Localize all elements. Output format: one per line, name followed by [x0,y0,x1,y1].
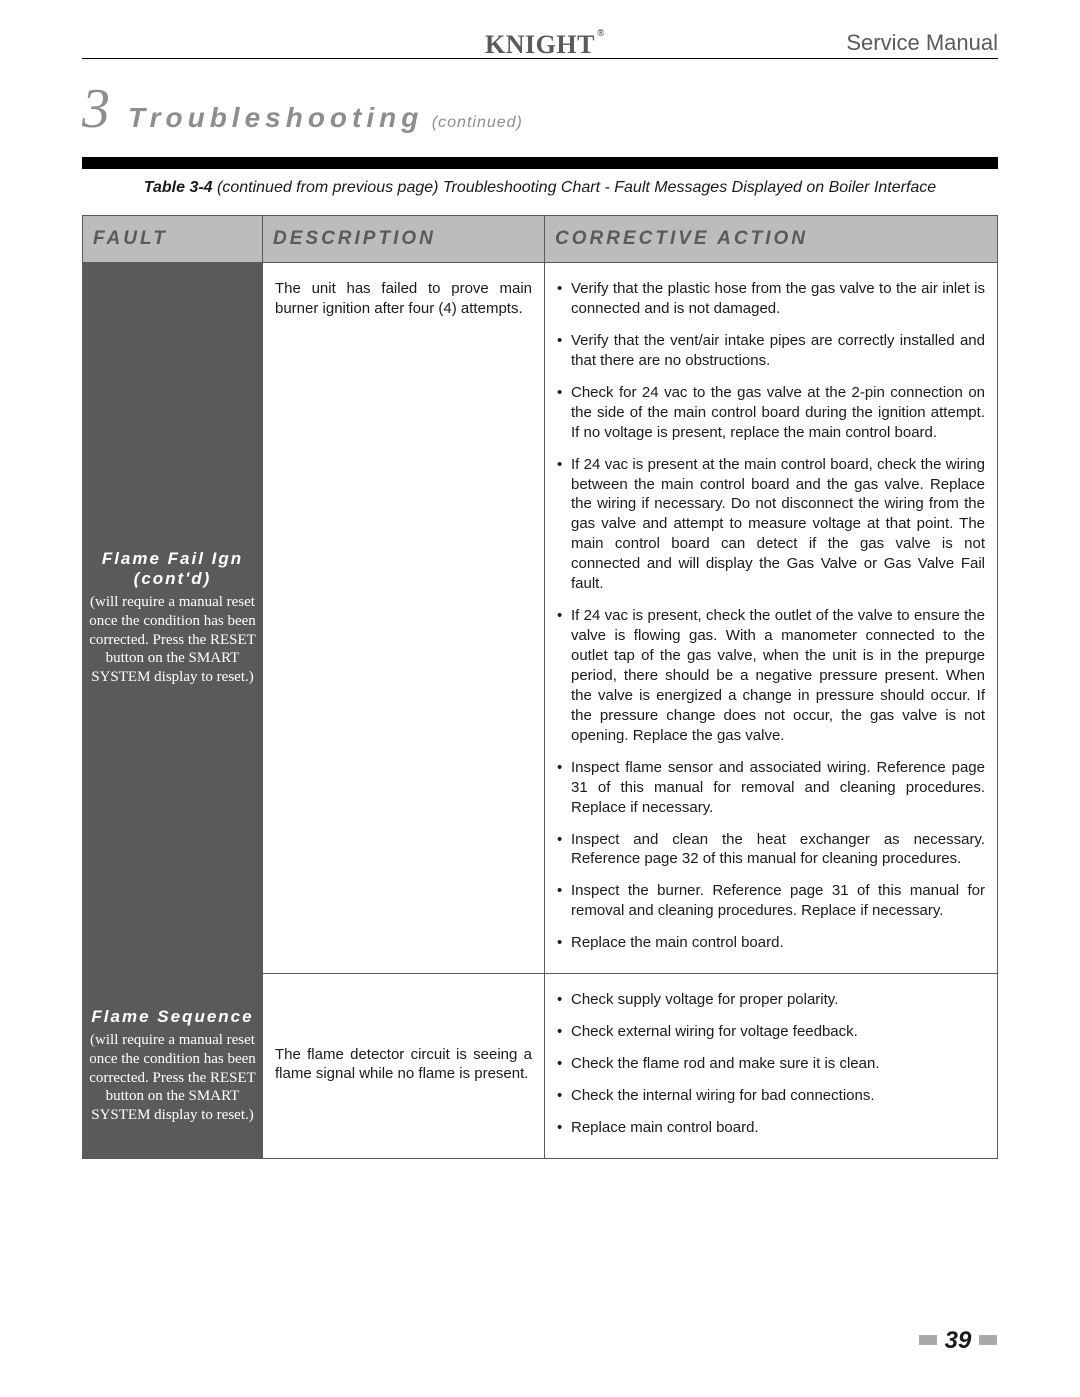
fault-cell: Flame Fail Ign (cont'd)(will require a m… [83,263,263,974]
section-continued: (continued) [432,114,523,131]
col-description: DESCRIPTION [263,216,545,263]
action-item: Verify that the vent/air intake pipes ar… [557,331,985,371]
section-title: Troubleshooting [128,102,423,133]
fault-cell: Flame Sequence (will require a manual res… [83,974,263,1159]
action-cell: Verify that the plastic hose from the ga… [545,263,998,974]
table-header-row: FAULT DESCRIPTION CORRECTIVE ACTION [83,216,998,263]
fault-note: (will require a manual reset once the co… [89,593,256,687]
page-number: 39 [918,1327,998,1355]
table-row: Flame Fail Ign (cont'd)(will require a m… [83,263,998,974]
page-number-value: 39 [945,1327,972,1354]
action-list: Verify that the plastic hose from the ga… [557,279,985,953]
action-item: Verify that the plastic hose from the ga… [557,279,985,319]
fault-title: Flame Fail Ign (cont'd) [89,549,256,589]
brand-logo: KNIGHT [485,30,595,60]
table-row: Flame Sequence (will require a manual res… [83,974,998,1159]
fault-note: (will require a manual reset once the co… [89,1031,256,1125]
action-item: Check external wiring for voltage feedba… [557,1022,985,1042]
caption-text: (continued from previous page) Troublesh… [217,179,936,196]
action-item: Check the flame rod and make sure it is … [557,1054,985,1074]
action-item: Inspect and clean the heat exchanger as … [557,830,985,870]
action-item: Replace main control board. [557,1118,985,1138]
pgnum-dash-left [919,1335,937,1345]
section-header: 3 Troubleshooting (continued) [82,77,998,141]
action-cell: Check supply voltage for proper polarity… [545,974,998,1159]
description-cell: The unit has failed to prove main burner… [263,263,545,974]
action-item: Inspect the burner. Reference page 31 of… [557,881,985,921]
description-cell: The flame detector circuit is seeing a f… [263,974,545,1159]
table-caption: Table 3-4 (continued from previous page)… [82,179,998,197]
action-item: Check supply voltage for proper polarity… [557,990,985,1010]
doc-type: Service Manual [846,30,998,56]
col-fault: FAULT [83,216,263,263]
action-item: Inspect flame sensor and associated wiri… [557,758,985,818]
header-rule [82,157,998,169]
pgnum-dash-right [979,1335,997,1345]
action-list: Check supply voltage for proper polarity… [557,990,985,1138]
section-number: 3 [82,77,110,141]
fault-title: Flame Sequence [89,1007,256,1027]
action-item: Check the internal wiring for bad connec… [557,1086,985,1106]
caption-bold: Table 3-4 [144,179,213,196]
brand-text: KNIGHT [485,30,595,60]
action-item: If 24 vac is present, check the outlet o… [557,606,985,746]
troubleshooting-table: FAULT DESCRIPTION CORRECTIVE ACTION Flam… [82,215,998,1159]
page-header: KNIGHT Service Manual [82,30,998,59]
action-item: Check for 24 vac to the gas valve at the… [557,383,985,443]
action-item: Replace the main control board. [557,933,985,953]
action-item: If 24 vac is present at the main control… [557,455,985,595]
col-action: CORRECTIVE ACTION [545,216,998,263]
